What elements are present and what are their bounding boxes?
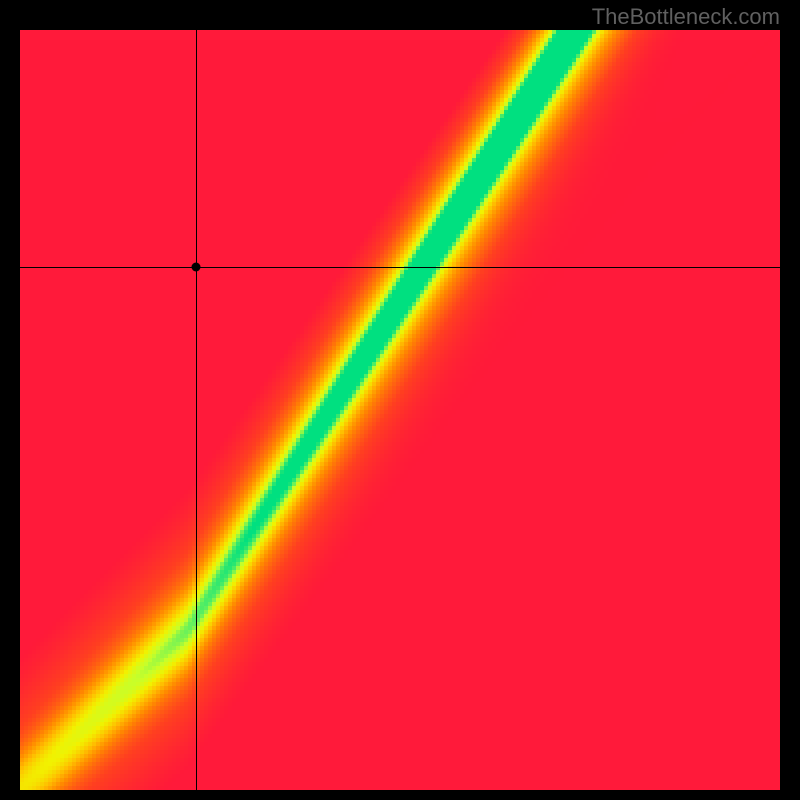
crosshair-vertical <box>196 30 197 790</box>
crosshair-marker <box>192 263 201 272</box>
watermark-text: TheBottleneck.com <box>592 4 780 30</box>
heatmap-canvas <box>20 30 780 790</box>
heatmap-plot <box>20 30 780 790</box>
crosshair-horizontal <box>20 267 780 268</box>
